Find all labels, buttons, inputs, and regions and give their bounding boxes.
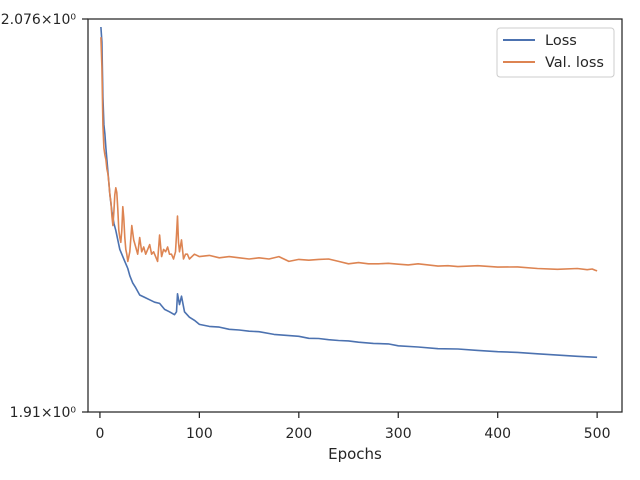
series-line-loss — [100, 26, 598, 359]
legend-label-val-loss: Val. loss — [545, 55, 604, 71]
x-tick-label: 500 — [584, 426, 611, 442]
legend: Loss Val. loss — [496, 27, 615, 78]
x-tick-label: 300 — [385, 426, 412, 442]
x-tick-label: 100 — [186, 426, 213, 442]
plot-frame — [87, 18, 623, 413]
x-axis-label: Epochs — [328, 445, 382, 463]
plot-area — [87, 18, 623, 413]
series-line-val-loss — [100, 37, 598, 272]
series-layer — [100, 26, 598, 359]
x-axis: 0 100 200 300 400 500 — [95, 412, 611, 442]
x-tick-label: 200 — [285, 426, 312, 442]
x-tick-label: 400 — [484, 426, 511, 442]
legend-label-loss: Loss — [545, 33, 577, 49]
y-tick-label-bottom: 1.91×10⁰ — [10, 405, 77, 421]
y-tick-label-top: 2.076×10⁰ — [1, 12, 77, 28]
x-tick-label: 0 — [95, 426, 104, 442]
y-axis: 2.076×10⁰ 1.91×10⁰ — [1, 12, 88, 421]
